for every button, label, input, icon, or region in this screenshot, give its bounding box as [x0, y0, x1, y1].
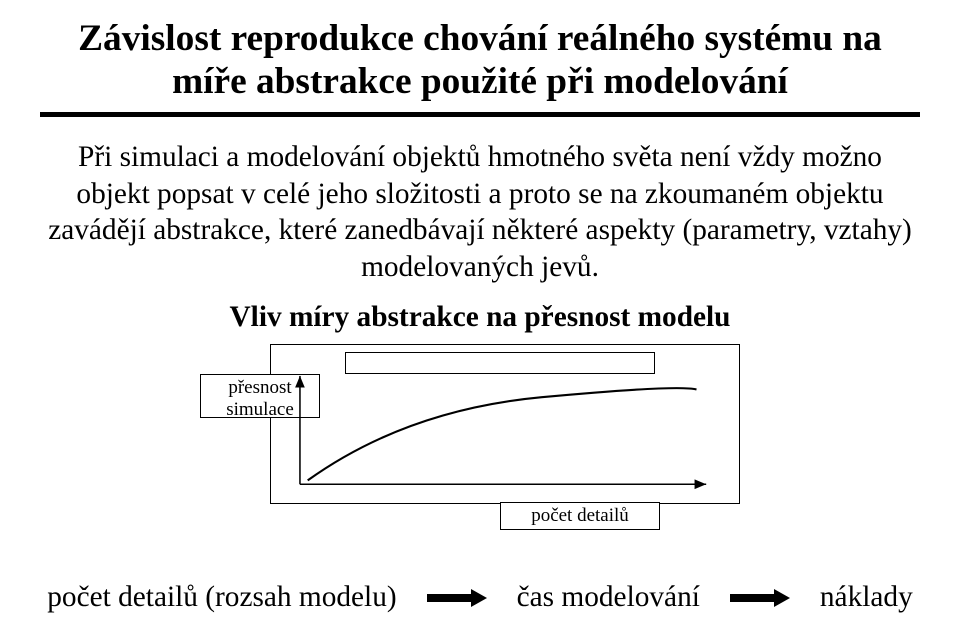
- arrow-right-icon: [730, 589, 790, 607]
- chart-svg: [290, 374, 720, 492]
- chart-heading-text: Vliv míry abstrakce na přesnost modelu: [229, 301, 730, 333]
- chart-y-axis-label-line1: přesnost: [228, 377, 291, 398]
- title-divider: [40, 112, 920, 117]
- chart-heading: Vliv míry abstrakce na přesnost modelu: [40, 301, 920, 334]
- title-line-1: Závislost reprodukce chování reálného sy…: [78, 18, 882, 59]
- chart-inner-top-frame: [345, 352, 655, 374]
- chart-y-axis-label-line2: simulace: [226, 399, 294, 420]
- arrow-right-icon: [427, 589, 487, 607]
- chart-x-axis-label: počet detailů: [500, 502, 660, 530]
- chain-item: počet detailů (rozsah modelu): [47, 581, 396, 614]
- chart-x-axis-label-text: počet detailů: [531, 505, 629, 526]
- title-line-2: míře abstrakce použité při modelování: [172, 61, 788, 102]
- slide: Závislost reprodukce chování reálného sy…: [0, 0, 960, 640]
- chart-container: přesnost simulace počet detailů: [200, 344, 760, 534]
- chain-item: čas modelování: [517, 581, 700, 614]
- chain-item: náklady: [820, 581, 913, 614]
- page-title: Závislost reprodukce chování reálného sy…: [40, 18, 920, 104]
- body-paragraph: Při simulaci a modelování objektů hmotné…: [40, 139, 920, 286]
- implication-chain: počet detailů (rozsah modelu) čas modelov…: [0, 581, 960, 614]
- body-paragraph-text: Při simulaci a modelování objektů hmotné…: [48, 141, 912, 283]
